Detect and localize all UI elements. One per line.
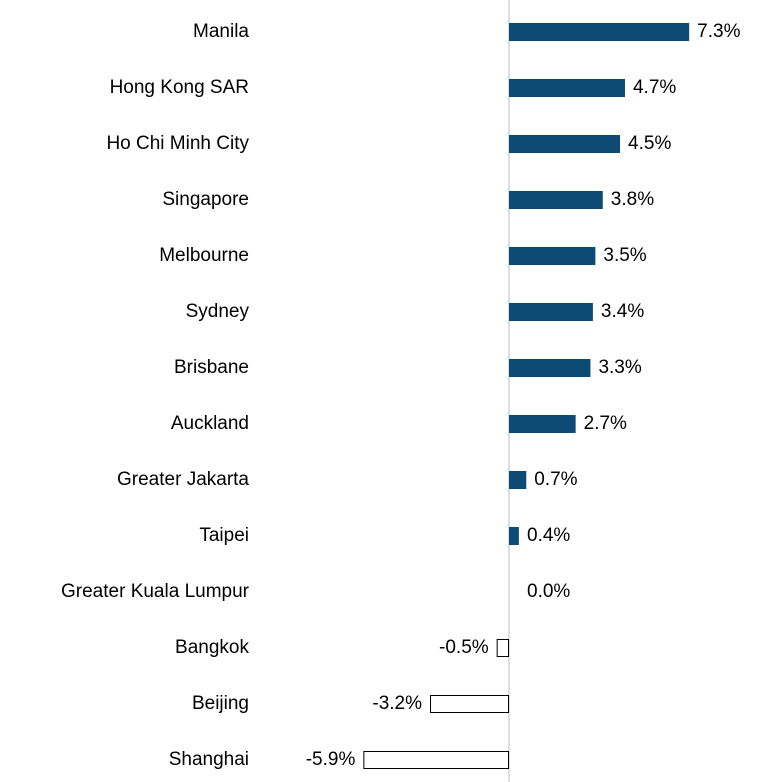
category-label: Singapore: [162, 189, 249, 210]
category-label: Brisbane: [174, 357, 249, 378]
bar: [509, 79, 625, 97]
bar: [509, 135, 621, 153]
value-label: -5.9%: [306, 749, 356, 770]
category-label: Greater Jakarta: [117, 469, 249, 490]
category-label: Greater Kuala Lumpur: [61, 581, 250, 602]
bar: [509, 303, 593, 321]
category-label: Auckland: [171, 413, 249, 434]
value-label: 0.7%: [534, 469, 577, 490]
bar: [509, 359, 591, 377]
value-label: 4.7%: [633, 77, 676, 98]
value-label: 3.8%: [611, 189, 654, 210]
value-label: 4.5%: [628, 133, 671, 154]
category-label: Manila: [193, 21, 249, 42]
category-label: Beijing: [192, 693, 249, 714]
category-label: Shanghai: [169, 749, 249, 770]
bar: [509, 415, 576, 433]
bar: [509, 191, 603, 209]
category-label: Bangkok: [175, 637, 249, 658]
bar: [509, 247, 596, 265]
category-label: Sydney: [186, 301, 250, 322]
category-label: Taipei: [199, 525, 249, 546]
value-label: 3.3%: [598, 357, 641, 378]
value-label: 2.7%: [584, 413, 627, 434]
bar: [509, 471, 527, 489]
category-label: Ho Chi Minh City: [106, 133, 249, 154]
value-label: 3.5%: [603, 245, 646, 266]
category-label: Hong Kong SAR: [110, 77, 249, 98]
value-label: 0.0%: [527, 581, 570, 602]
value-label: 7.3%: [697, 21, 740, 42]
bar: [496, 639, 510, 657]
value-label: -0.5%: [439, 637, 489, 658]
category-label: Melbourne: [159, 245, 249, 266]
bar: [430, 695, 509, 713]
bar: [509, 527, 519, 545]
bar: [509, 23, 690, 41]
value-label: -3.2%: [372, 693, 422, 714]
value-label: 0.4%: [527, 525, 570, 546]
value-label: 3.4%: [601, 301, 644, 322]
bar: [363, 751, 509, 769]
